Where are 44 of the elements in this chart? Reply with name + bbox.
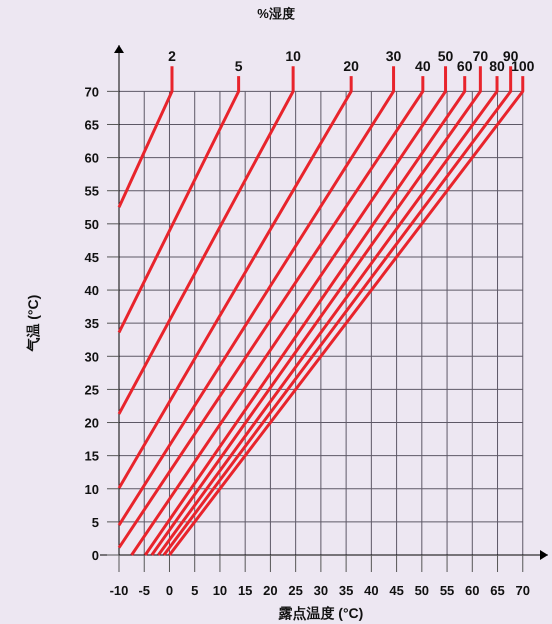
y-tick-label: 70	[84, 84, 99, 100]
y-tick-label: 25	[84, 382, 99, 398]
series-label: 10	[285, 48, 302, 64]
y-tick-label: 50	[84, 216, 99, 232]
y-tick-label: 40	[84, 283, 99, 298]
series-label: 30	[386, 48, 402, 64]
y-tick-label: 30	[84, 349, 99, 364]
x-tick-label: 55	[440, 583, 454, 598]
x-tick-label: 35	[338, 583, 354, 598]
x-tick-label: 15	[238, 583, 252, 598]
y-tick-label: 55	[84, 184, 99, 199]
x-tick-label: 25	[288, 583, 303, 598]
series-label: 70	[472, 48, 488, 64]
x-tick-label: 10	[212, 583, 228, 598]
y-tick-label: 60	[84, 150, 99, 166]
x-tick-label: 40	[364, 583, 379, 598]
x-tick-label: 60	[465, 583, 480, 598]
x-tick-label: 5	[191, 583, 198, 598]
y-tick-label: 35	[84, 316, 99, 332]
y-tick-label: 10	[84, 482, 99, 497]
x-tick-label: 50	[414, 583, 430, 598]
series-label: 5	[234, 58, 243, 74]
y-tick-label: 65	[84, 117, 99, 132]
series-label: 60	[456, 58, 473, 74]
x-tick-label: 70	[516, 583, 530, 598]
y-tick-label: 45	[84, 250, 99, 265]
y-tick-label: 15	[84, 448, 99, 464]
x-tick-label: 0	[166, 583, 174, 598]
x-tick-label: 65	[490, 583, 505, 598]
y-tick-label: 0	[92, 548, 99, 563]
x-tick-label: 45	[389, 583, 404, 598]
chart-title: %湿度	[257, 6, 295, 21]
series-label: 40	[415, 58, 431, 74]
series-label: 20	[343, 58, 360, 74]
series-label: 2	[168, 48, 176, 64]
x-tick-label: 30	[314, 583, 328, 598]
series-label: 50	[438, 48, 454, 64]
y-tick-label: 20	[84, 416, 99, 431]
x-tick-label: -10	[110, 583, 128, 598]
x-axis-title: 露点温度 (°C)	[277, 605, 364, 621]
y-tick-label: 5	[92, 514, 99, 530]
x-tick-label: -5	[138, 583, 150, 598]
y-axis-title: 气温 (°C)	[25, 294, 41, 353]
x-tick-label: 20	[263, 583, 278, 598]
